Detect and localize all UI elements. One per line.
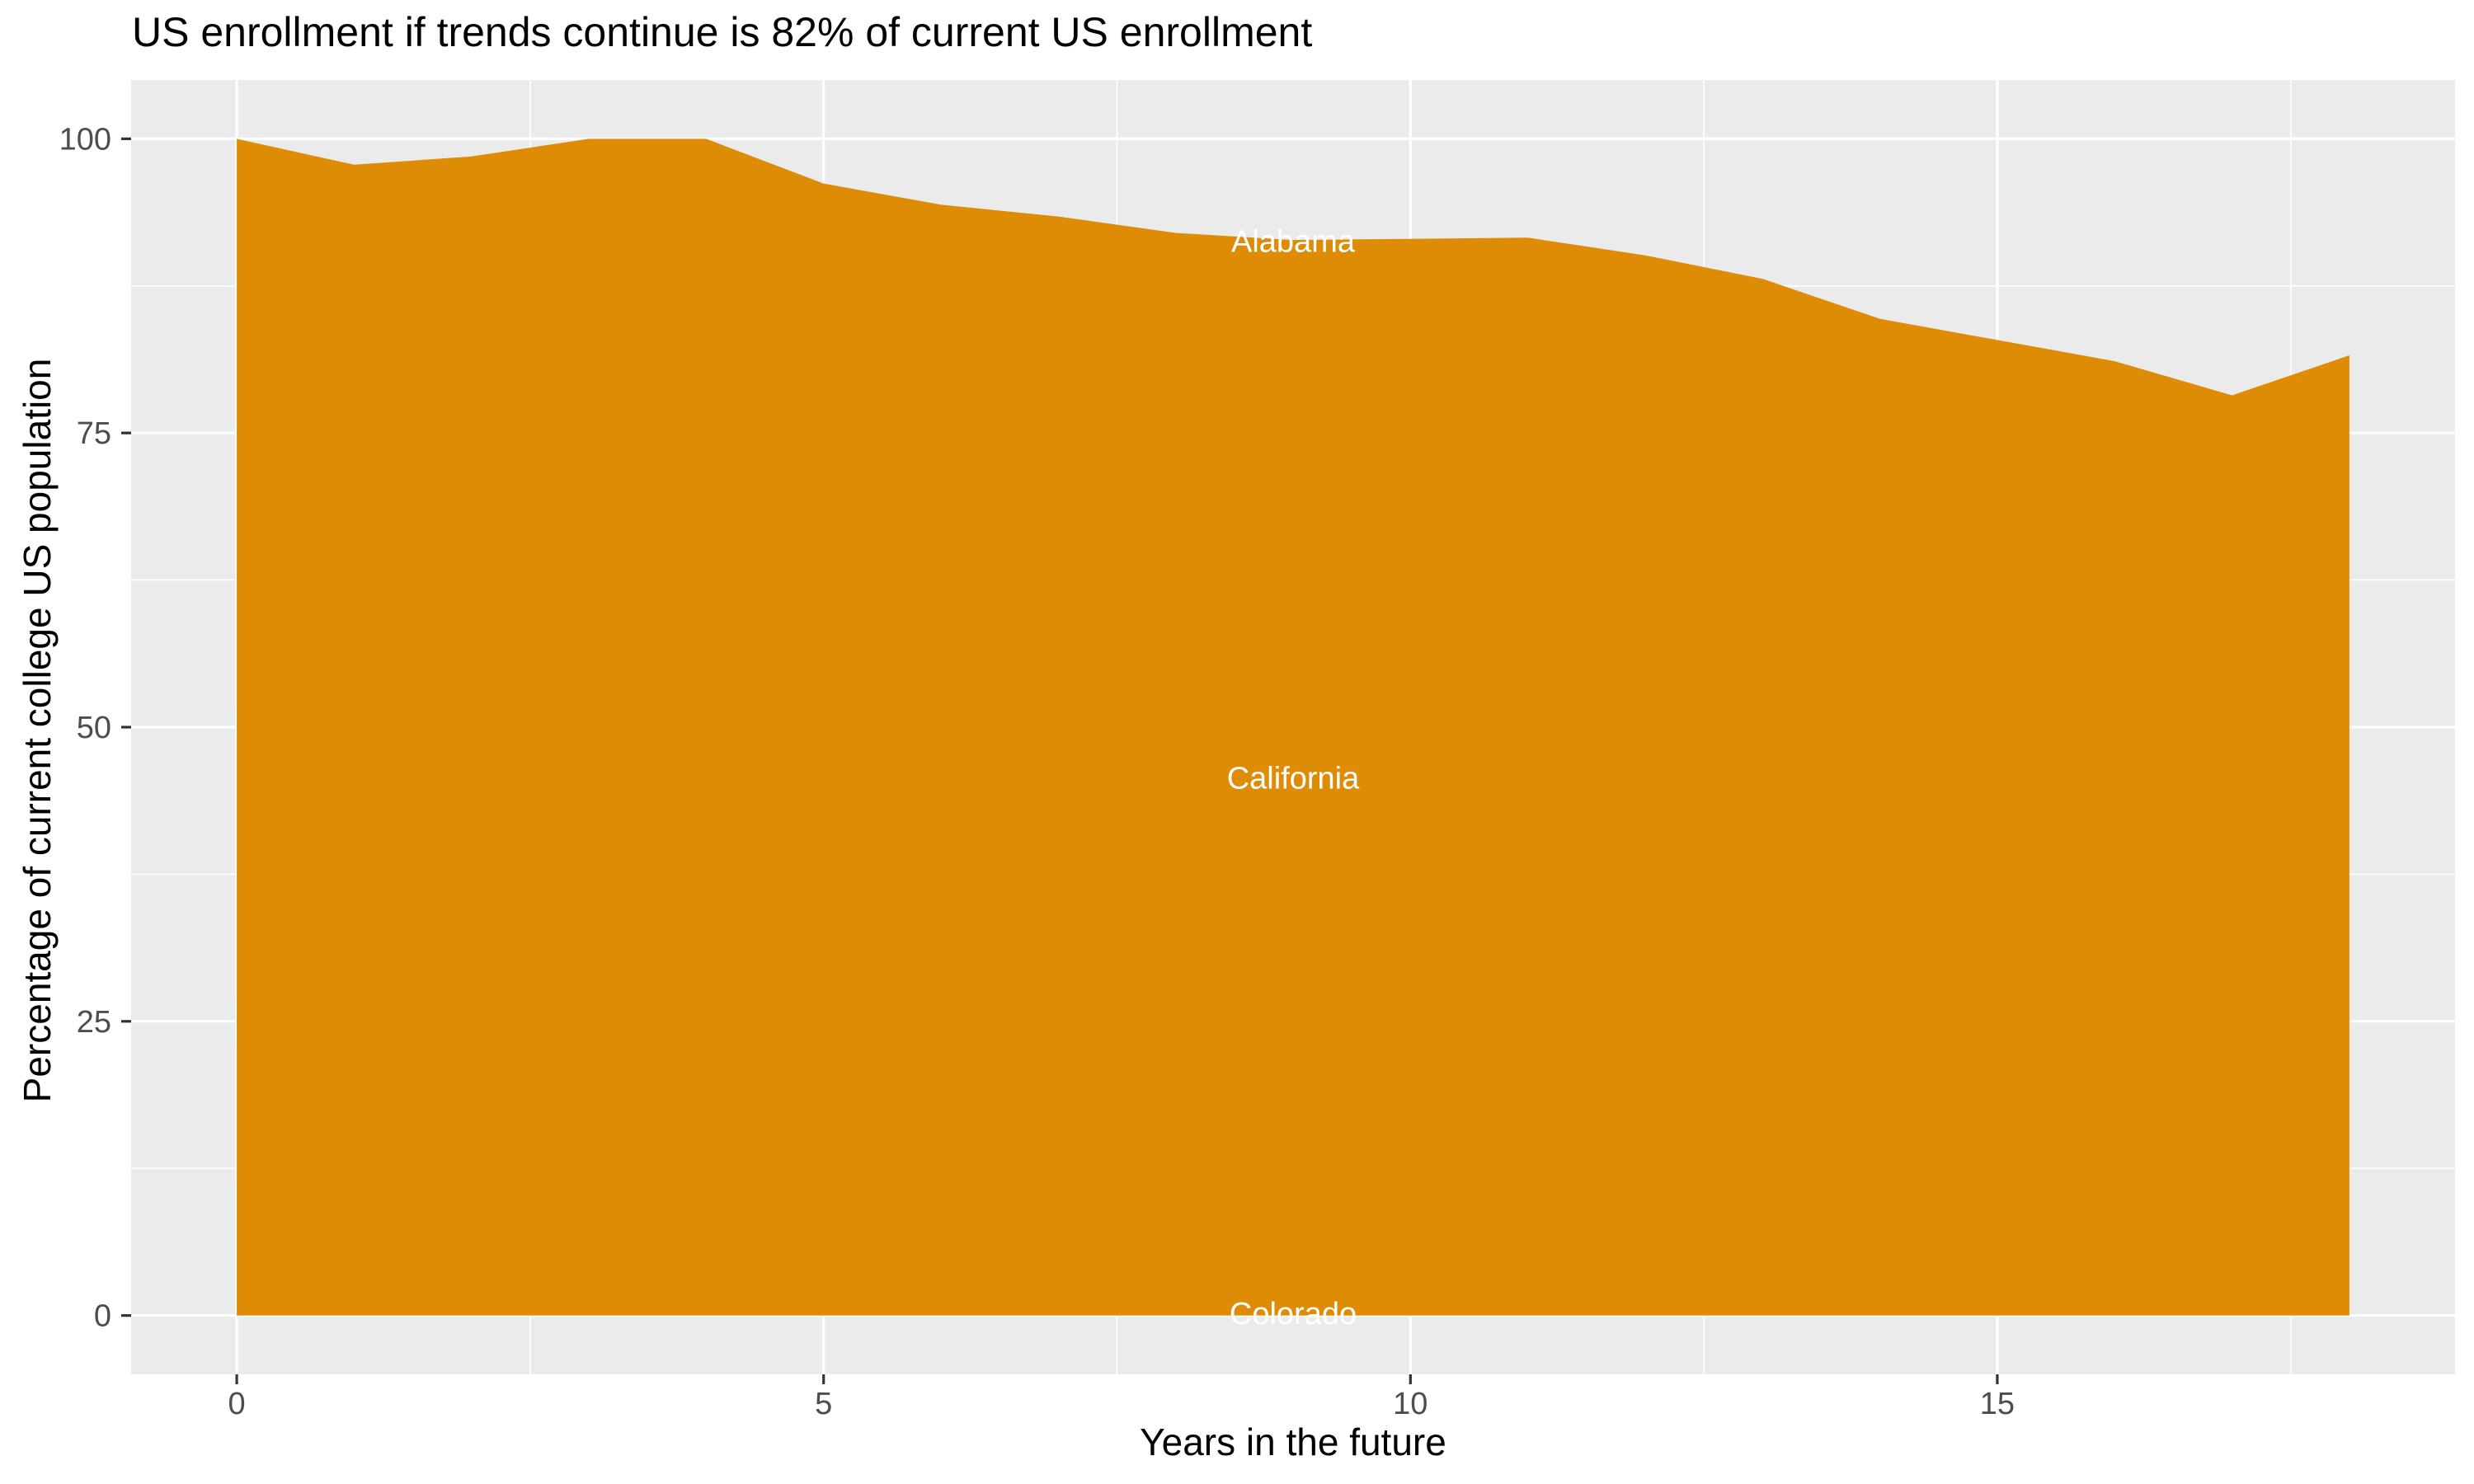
x-tick-label: 15 (1980, 1387, 2015, 1421)
chart-title: US enrollment if trends continue is 82% … (132, 9, 1313, 55)
x-axis-title: Years in the future (1140, 1421, 1446, 1463)
y-tick-label: 25 (77, 1005, 111, 1040)
x-tick-label: 0 (228, 1387, 246, 1421)
y-axis-title: Percentage of current college US populat… (16, 358, 59, 1103)
stacked-area (237, 139, 2349, 1316)
y-tick-label: 50 (77, 711, 111, 745)
x-tick-label: 10 (1393, 1387, 1427, 1421)
state-label-california: California (1227, 761, 1360, 796)
state-label-alabama: Alabama (1231, 225, 1356, 260)
y-tick-label: 100 (59, 122, 111, 157)
x-tick-label: 5 (815, 1387, 832, 1421)
y-tick-label: 0 (94, 1299, 111, 1334)
y-tick-label: 75 (77, 416, 111, 451)
state-label-colorado: Colorado (1230, 1297, 1357, 1331)
